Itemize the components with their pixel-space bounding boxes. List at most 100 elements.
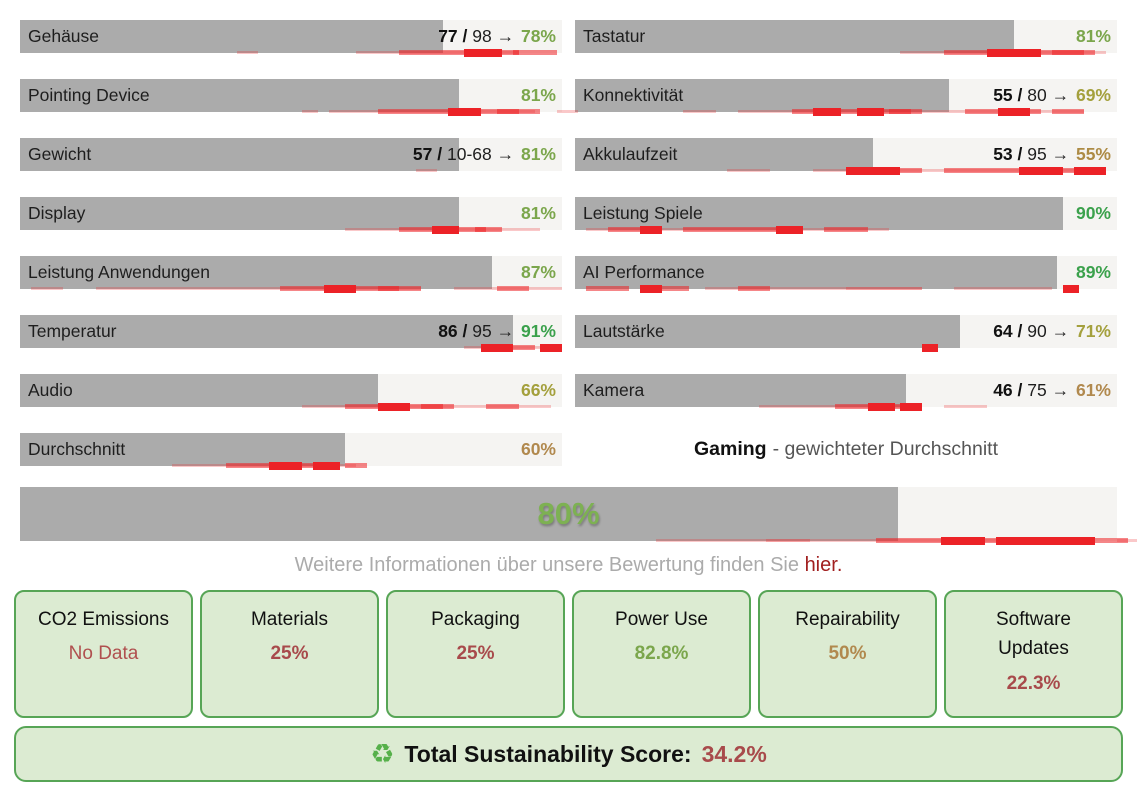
- rating-row: Audio 66%: [20, 374, 562, 411]
- distribution-mark: [661, 286, 689, 291]
- distribution-mark: [1040, 537, 1096, 545]
- rating-row: Konnektivität 55 / 80 → 69%: [575, 79, 1117, 116]
- rating-percent: 81%: [520, 85, 556, 105]
- sustainability-box: Power Use 82.8%: [572, 590, 751, 718]
- rating-label: Tastatur: [583, 26, 646, 46]
- rating-raw-score: 64 /: [993, 321, 1028, 341]
- rating-raw-score: 55 /: [993, 85, 1028, 105]
- distribution-mark: [312, 462, 340, 470]
- rating-row: Lautstärke 64 / 90 → 71%: [575, 315, 1117, 352]
- rating-raw-score: 77 /: [438, 26, 473, 46]
- score-distribution: [575, 402, 1117, 412]
- distribution-mark: [941, 537, 986, 545]
- overall-bar-fill: [20, 487, 898, 541]
- rating-bar-fill: [20, 197, 460, 230]
- total-sustainability-value: 34.2%: [701, 740, 767, 767]
- distribution-mark: [737, 227, 792, 232]
- rating-value: 81%: [1074, 20, 1111, 53]
- score-distribution: [20, 536, 1137, 546]
- rating-bar-fill: [20, 256, 492, 289]
- info-link-period[interactable]: .: [836, 554, 843, 576]
- rating-value: 64 / 90 → 71%: [993, 321, 1111, 341]
- distribution-mark: [997, 108, 1031, 116]
- distribution-mark: [640, 226, 662, 234]
- sustainability-box: Packaging 25%: [386, 590, 565, 718]
- info-link[interactable]: hier: [804, 554, 837, 576]
- overall-score-section: 80%: [20, 487, 1137, 545]
- rating-bar-fill: [20, 138, 460, 171]
- distribution-mark: [986, 49, 1042, 57]
- distribution-mark: [415, 169, 438, 172]
- overall-score-bar: 80%: [20, 487, 1137, 545]
- rating-raw-score: 86 /: [438, 321, 473, 341]
- rating-bar-fill: [20, 315, 514, 348]
- rating-label: Pointing Device: [28, 85, 150, 105]
- rating-row: Gewicht 57 / 10-68 → 81%: [20, 138, 562, 172]
- score-distribution: [20, 107, 579, 117]
- distribution-mark: [464, 49, 503, 57]
- total-sustainability-bar: ♻ Total Sustainability Score: 34.2%: [14, 726, 1123, 782]
- rating-bar-fill: [575, 256, 1058, 289]
- distribution-mark: [1019, 167, 1063, 175]
- caption-text: - gewichteter Durchschnitt: [772, 438, 998, 460]
- rating-label: Lautstärke: [583, 321, 665, 341]
- info-text: Weitere Informationen über unsere Bewert…: [294, 554, 799, 576]
- sustainability-box-title: Materials: [250, 609, 329, 630]
- distribution-mark: [513, 50, 557, 55]
- distribution-mark: [377, 403, 411, 411]
- rating-row: Display 81%: [20, 197, 562, 234]
- rating-value: 55 / 80 → 69%: [993, 85, 1111, 105]
- rating-grid: Gehäuse 77 / 98 → 78% Pointing Device 81% Ge…: [20, 20, 1117, 470]
- distribution-mark: [813, 108, 841, 116]
- rating-percent: 89%: [1075, 262, 1111, 282]
- distribution-mark: [656, 539, 810, 542]
- sustainability-boxes: CO2 Emissions No Data Materials 25% Packagin…: [14, 590, 1123, 718]
- rating-row: Tastatur 81%: [575, 20, 1117, 57]
- score-distribution: [575, 225, 1117, 235]
- distribution-mark: [943, 168, 1074, 173]
- distribution-mark: [867, 403, 895, 411]
- distribution-mark: [737, 286, 771, 291]
- distribution-mark: [399, 50, 519, 55]
- rating-label: Leistung Spiele: [583, 203, 703, 223]
- sustainability-box-value: No Data: [68, 643, 139, 665]
- distribution-mark: [30, 287, 64, 290]
- distribution-mark: [475, 227, 503, 232]
- distribution-mark: [921, 344, 939, 352]
- distribution-mark: [954, 287, 1052, 290]
- rating-value: 57 / 10-68 → 81%: [412, 144, 556, 164]
- sustainability-box-title: Repairability: [795, 609, 900, 630]
- distribution-mark: [323, 285, 357, 293]
- distribution-mark: [556, 110, 579, 113]
- rating-label: Display: [28, 203, 86, 223]
- distribution-mark: [269, 462, 302, 470]
- distribution-mark: [846, 287, 922, 290]
- rating-label: Temperatur: [28, 321, 117, 341]
- rating-label: Durchschnitt: [28, 439, 126, 459]
- distribution-mark: [900, 403, 922, 411]
- overall-percent: 80%: [537, 496, 600, 531]
- sustainability-box: Software Updates 22.3%: [944, 590, 1123, 718]
- rating-bar-fill: [575, 197, 1063, 230]
- rating-label: Konnektivität: [583, 85, 684, 105]
- rating-percent: 71%: [1075, 321, 1111, 341]
- distribution-mark: [889, 109, 912, 114]
- recycle-icon: ♻: [370, 738, 395, 769]
- score-distribution: [20, 225, 562, 235]
- distribution-mark: [236, 51, 259, 54]
- rating-bar-fill: [575, 315, 960, 348]
- rating-label: Gewicht: [28, 144, 92, 164]
- rating-column-left: Gehäuse 77 / 98 → 78% Pointing Device 81% Ge…: [20, 20, 579, 470]
- distribution-mark: [480, 344, 514, 352]
- rating-bar-fill: [20, 374, 378, 407]
- rating-percent: 91%: [520, 321, 556, 341]
- distribution-mark: [726, 169, 771, 172]
- distribution-mark: [301, 110, 319, 113]
- distribution-mark: [640, 285, 662, 293]
- score-distribution: [575, 284, 1117, 294]
- distribution-mark: [585, 228, 890, 231]
- distribution-mark: [431, 226, 459, 234]
- sustainability-box-title: Power Use: [615, 609, 708, 630]
- distribution-mark: [775, 226, 803, 234]
- sustainability-box-value: 82.8%: [634, 643, 689, 665]
